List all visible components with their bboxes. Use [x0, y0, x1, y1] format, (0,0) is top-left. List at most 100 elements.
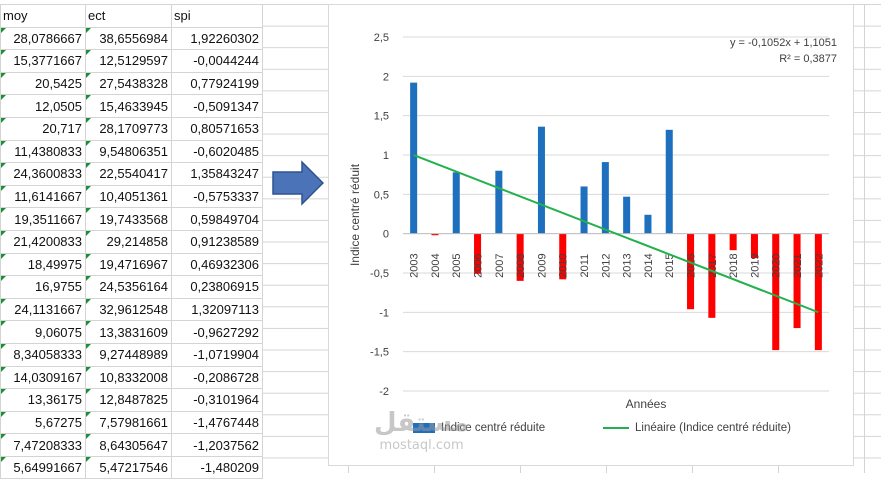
- table-cell[interactable]: -0,5753337: [171, 184, 263, 209]
- table-cell[interactable]: 19,3511667: [0, 207, 86, 231]
- header-ect[interactable]: ect: [85, 4, 172, 28]
- table-cell[interactable]: 5,64991667: [0, 455, 86, 479]
- trendline-equation-label: y = -0,1052x + 1,1051 R² = 0,3877: [730, 35, 837, 67]
- error-indicator-icon: [1, 208, 6, 214]
- header-spi[interactable]: spi: [171, 4, 263, 28]
- table-cell[interactable]: -0,3101964: [171, 388, 263, 412]
- table-cell[interactable]: 1,32097113: [171, 297, 263, 322]
- table-cell[interactable]: 32,9612548: [85, 297, 172, 322]
- table-cell[interactable]: 22,5540417: [85, 162, 172, 186]
- table-cell[interactable]: 8,64305647: [85, 433, 172, 457]
- table-cell[interactable]: 12,5129597: [85, 49, 172, 73]
- error-indicator-icon: [86, 208, 91, 214]
- error-indicator-icon: [1, 389, 6, 395]
- x-tick-label: 2021: [792, 253, 804, 277]
- table-cell[interactable]: 9,54806351: [85, 139, 172, 164]
- table-cell[interactable]: 14,0309167: [0, 365, 86, 390]
- table-cell[interactable]: 9,27448989: [85, 342, 172, 367]
- table-row: 24,3600833 22,5540417 1,35843247: [0, 162, 263, 186]
- right-arrow-shape: [272, 160, 325, 211]
- table-cell[interactable]: -0,2086728: [171, 365, 263, 390]
- table-cell[interactable]: -1,2037562: [171, 433, 263, 457]
- x-tick-label: 2014: [643, 253, 655, 277]
- bar: [452, 172, 460, 234]
- table-cell[interactable]: 28,1709773: [85, 116, 172, 141]
- table-cell[interactable]: 13,36175: [0, 388, 86, 412]
- table-cell[interactable]: -0,9627292: [171, 320, 263, 344]
- legend-trend-label: Linéaire (Indice centré réduite): [635, 422, 791, 434]
- table-cell[interactable]: 24,3600833: [0, 162, 86, 186]
- table-cell[interactable]: 5,67275: [0, 410, 86, 435]
- cell-value: 10,4051361: [99, 189, 168, 205]
- table-cell[interactable]: 27,5438328: [85, 71, 172, 96]
- table-cell[interactable]: 1,35843247: [171, 162, 263, 186]
- table-cell[interactable]: 0,59849704: [171, 207, 263, 231]
- table-cell[interactable]: 0,77924199: [171, 71, 263, 96]
- table-cell[interactable]: 1,92260302: [171, 26, 263, 51]
- table-row: 5,67275 7,57981661 -1,4767448: [0, 410, 263, 435]
- table-cell[interactable]: 15,4633945: [85, 94, 172, 118]
- cell-value: 13,36175: [27, 392, 82, 408]
- x-tick-label: 2009: [536, 253, 548, 277]
- cell-value: 5,64991667: [13, 460, 82, 476]
- chart-area[interactable]: 2,5 2 1,5 1 0,5 0 -0,5 -1 -1,5 -2 2003 2004 2005 2006…: [328, 4, 854, 466]
- table-cell[interactable]: 7,57981661: [85, 410, 172, 435]
- table-cell[interactable]: 8,34058333: [0, 342, 86, 367]
- table-cell[interactable]: 5,47217546: [85, 455, 172, 479]
- table-cell[interactable]: 13,3831609: [85, 320, 172, 344]
- cell-value: 19,4716967: [99, 256, 168, 272]
- error-indicator-icon: [86, 457, 91, 462]
- table-cell[interactable]: 29,214858: [85, 229, 172, 254]
- bar: [814, 233, 822, 351]
- table-cell[interactable]: 0,91238589: [171, 229, 263, 254]
- table-cell[interactable]: 10,8332008: [85, 365, 172, 390]
- table-cell[interactable]: 20,5425: [0, 71, 86, 96]
- table-cell[interactable]: -1,4767448: [171, 410, 263, 435]
- table-cell[interactable]: 19,7433568: [85, 207, 172, 231]
- table-cell[interactable]: 9,06075: [0, 320, 86, 344]
- table-cell[interactable]: 24,1131667: [0, 297, 86, 322]
- table-cell[interactable]: 11,4380833: [0, 139, 86, 164]
- table-cell[interactable]: 7,47208333: [0, 433, 86, 457]
- table-row: 21,4200833 29,214858 0,91238589: [0, 229, 263, 254]
- error-indicator-icon: [86, 366, 91, 372]
- table-cell[interactable]: 0,46932306: [171, 252, 263, 277]
- table-cell[interactable]: 12,8487825: [85, 388, 172, 412]
- table-cell[interactable]: 19,4716967: [85, 252, 172, 277]
- watermark: مستقل mostaql.com: [374, 408, 469, 454]
- y-tick-label: -2: [379, 386, 389, 398]
- y-tick-label: 0: [383, 229, 389, 241]
- table-cell[interactable]: 15,3771667: [0, 49, 86, 73]
- table-cell[interactable]: 16,9755: [0, 275, 86, 299]
- table-cell[interactable]: 0,80571653: [171, 116, 263, 141]
- table-cell[interactable]: -1,0719904: [171, 342, 263, 367]
- table-cell[interactable]: -0,5091347: [171, 94, 263, 118]
- cell-value: 10,8332008: [99, 369, 168, 385]
- cell-value: 14,0309167: [13, 369, 82, 385]
- cell-value: 8,64305647: [99, 437, 168, 453]
- table-cell[interactable]: 18,49975: [0, 252, 86, 277]
- table-cell[interactable]: 12,0505: [0, 94, 86, 118]
- cell-value: 28,1709773: [99, 121, 168, 137]
- header-moy[interactable]: moy: [0, 4, 86, 28]
- table-cell[interactable]: 24,5356164: [85, 275, 172, 299]
- table-cell[interactable]: -0,0044244: [171, 49, 263, 73]
- table-cell[interactable]: 21,4200833: [0, 229, 86, 254]
- cell-value: 12,0505: [35, 98, 82, 114]
- table-cell[interactable]: -0,6020485: [171, 139, 263, 164]
- table-row: 11,4380833 9,54806351 -0,6020485: [0, 139, 263, 164]
- table-cell[interactable]: 28,0786667: [0, 26, 86, 51]
- table-cell[interactable]: 0,23806915: [171, 275, 263, 299]
- bar: [729, 233, 737, 251]
- table-cell[interactable]: 11,6141667: [0, 184, 86, 209]
- table-row: 20,717 28,1709773 0,80571653: [0, 116, 263, 141]
- error-indicator-icon: [86, 231, 91, 236]
- table-cell[interactable]: 20,717: [0, 116, 86, 141]
- x-tick-label: 2006: [473, 253, 485, 277]
- table-cell[interactable]: 38,6556984: [85, 26, 172, 51]
- bar: [644, 214, 652, 234]
- table-cell[interactable]: 10,4051361: [85, 184, 172, 209]
- bar: [708, 233, 716, 318]
- table-cell[interactable]: -1,480209: [171, 455, 263, 479]
- error-indicator-icon: [86, 141, 91, 146]
